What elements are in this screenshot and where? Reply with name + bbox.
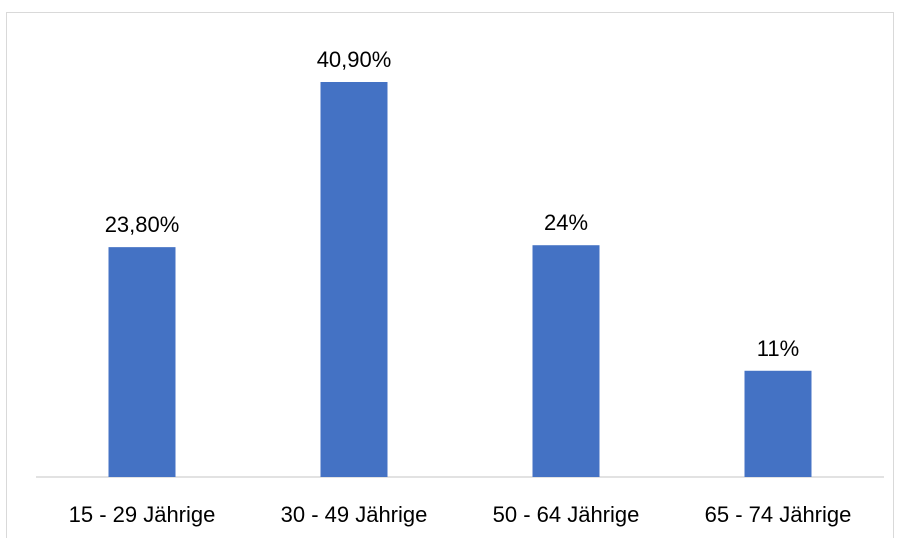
bar-3 (532, 245, 600, 477)
category-label-2: 30 - 49 Jährige (281, 502, 428, 527)
data-label-3: 24% (544, 210, 588, 235)
data-label-2: 40,90% (317, 47, 392, 72)
chart-frame (6, 12, 894, 538)
category-label-3: 50 - 64 Jährige (493, 502, 640, 527)
category-label-1: 15 - 29 Jährige (69, 502, 216, 527)
bar-1 (108, 247, 176, 477)
category-label-4: 65 - 74 Jährige (705, 502, 852, 527)
data-label-1: 23,80% (105, 212, 180, 237)
bar-4 (744, 370, 812, 477)
data-label-4: 11% (757, 336, 799, 361)
bar-2 (320, 82, 388, 477)
